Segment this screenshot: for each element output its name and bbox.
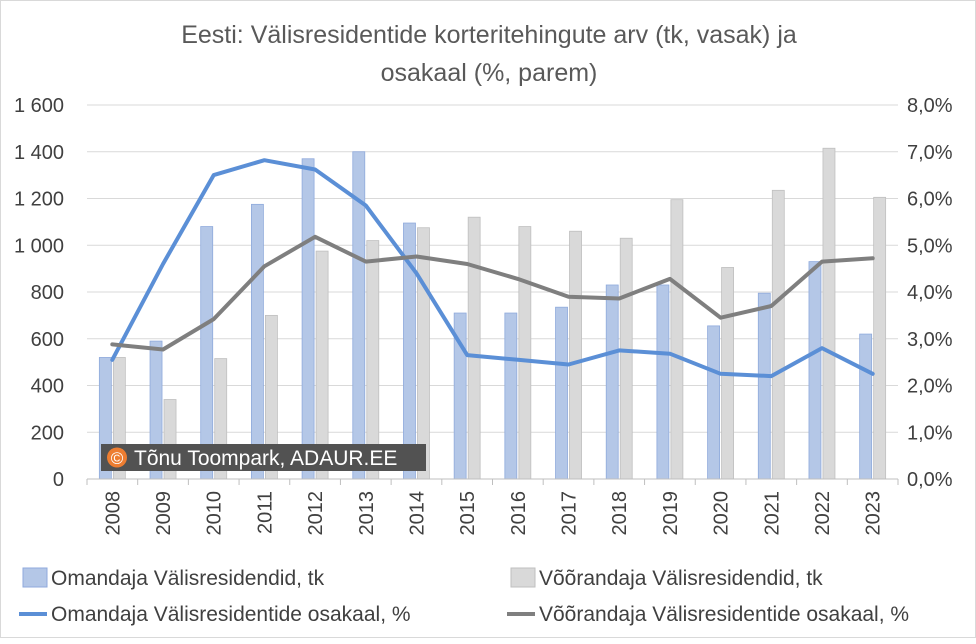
bar-omandaja (251, 203, 264, 480)
bar-voorandaja (518, 226, 532, 480)
bar-omandaja (504, 312, 518, 480)
y-right-tick-label: 4,0% (907, 282, 953, 304)
x-tick-label: 2017 (559, 491, 581, 536)
x-tick-label: 2014 (406, 491, 428, 536)
bar-voorandaja (619, 237, 633, 480)
copyright-badge (107, 447, 127, 468)
bar-omandaja (200, 226, 214, 480)
axis-lines (86, 478, 899, 485)
bar-omandaja (757, 292, 771, 480)
bar-omandaja (555, 306, 568, 480)
legend-swatch-voorandaja-tk (510, 567, 536, 588)
x-tick-label: 2018 (609, 491, 631, 536)
legend: Omandaja Välisresidendid, tk Võõrandaja … (19, 567, 909, 626)
bar-voorandaja (873, 196, 887, 480)
x-tick-label: 2011 (254, 491, 276, 534)
x-tick-label: 2019 (660, 491, 682, 536)
y-right-tick-label: 3,0% (907, 329, 953, 351)
y-right-tick-label: 1,0% (907, 422, 953, 444)
bar-voorandaja (417, 227, 430, 480)
bar-voorandaja (467, 216, 481, 480)
legend-label-voorandaja-tk: Võõrandaja Välisresidendid, tk (539, 567, 823, 590)
bar-voorandaja (569, 230, 582, 480)
watermark-background (101, 444, 426, 471)
chart-title-line2: osakaal (%, parem) (381, 59, 598, 87)
copyright-icon: © (111, 449, 124, 468)
y-right-tick-label: 7,0% (907, 142, 953, 164)
y-right-tick-label: 0,0% (907, 469, 953, 491)
x-tick-label: 2008 (102, 491, 124, 536)
y-left-tick-label: 1 000 (14, 235, 64, 257)
bar-voorandaja (670, 199, 684, 480)
legend-swatch-omandaja-tk (22, 567, 48, 588)
bar-voorandaja (822, 147, 836, 480)
x-tick-label: 2010 (204, 491, 226, 536)
tick-labels: 0 0,0% 200 1,0% 400 2,0% 600 3,0% 800 4,0% 1 000 5,… (14, 95, 953, 536)
legend-label-voorandaja-pct: Võõrandaja Välisresidentide osakaal, % (539, 603, 909, 626)
watermark: © Tõnu Toompark, ADAUR.EE (101, 444, 426, 471)
chart-title-line1: Eesti: Välisresidentide korteritehingute… (181, 21, 797, 49)
bar-omandaja (859, 333, 873, 480)
x-tick-label: 2013 (356, 491, 378, 536)
y-right-tick-label: 8,0% (907, 95, 953, 117)
y-left-tick-label: 600 (31, 329, 64, 351)
y-left-tick-label: 1 200 (14, 189, 64, 211)
watermark-text: Tõnu Toompark, ADAUR.EE (134, 447, 397, 470)
bar-omandaja (656, 284, 670, 480)
bar-omandaja (808, 261, 822, 480)
y-right-tick-label: 6,0% (907, 189, 953, 211)
bar-omandaja (707, 325, 720, 480)
line-voorandaja-osakaal (110, 234, 875, 352)
y-right-tick-label: 2,0% (907, 376, 953, 398)
bar-omandaja (605, 284, 619, 480)
x-tick-label: 2022 (812, 491, 834, 536)
bar-voorandaja (771, 189, 785, 480)
x-tick-label: 2020 (711, 491, 733, 536)
bar-voorandaja (366, 240, 380, 480)
y-left-tick-label: 400 (31, 376, 64, 398)
y-left-tick-label: 800 (31, 282, 64, 304)
y-left-tick-label: 1 600 (14, 95, 64, 117)
line-group (110, 158, 875, 379)
x-tick-label: 2023 (863, 491, 885, 536)
x-tick-label: 2015 (457, 491, 479, 536)
x-tick-label: 2012 (305, 491, 327, 536)
x-tick-label: 2016 (508, 491, 530, 536)
y-left-tick-label: 200 (31, 422, 64, 444)
y-right-tick-label: 5,0% (907, 235, 953, 257)
bar-omandaja (301, 158, 315, 480)
y-left-tick-label: 1 400 (14, 142, 64, 164)
x-tick-label: 2009 (153, 491, 175, 536)
line-omandaja-osakaal (110, 158, 875, 379)
legend-label-omandaja-pct: Omandaja Välisresidentide osakaal, % (51, 603, 411, 626)
x-tick-label: 2021 (761, 491, 783, 536)
y-left-tick-label: 0 (53, 469, 64, 491)
legend-label-omandaja-tk: Omandaja Välisresidendid, tk (51, 567, 325, 590)
